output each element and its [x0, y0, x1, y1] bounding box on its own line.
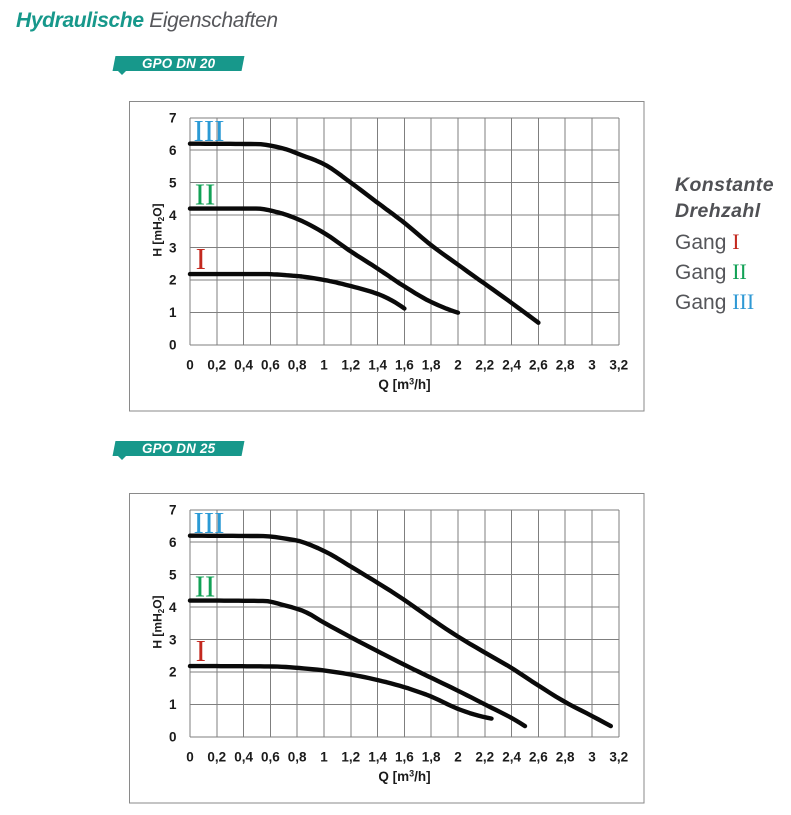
svg-text:2: 2 — [169, 273, 177, 288]
svg-text:1,2: 1,2 — [341, 750, 360, 765]
svg-text:1,2: 1,2 — [341, 358, 360, 373]
svg-text:H [mH2O]: H [mH2O] — [150, 595, 166, 648]
svg-text:2,2: 2,2 — [475, 358, 494, 373]
svg-text:2: 2 — [169, 665, 177, 680]
svg-text:Q [m3/h]: Q [m3/h] — [378, 376, 430, 392]
svg-text:0,8: 0,8 — [288, 358, 307, 373]
svg-text:7: 7 — [169, 503, 177, 518]
svg-text:Q [m3/h]: Q [m3/h] — [378, 768, 430, 784]
svg-text:0: 0 — [186, 358, 194, 373]
svg-text:6: 6 — [169, 143, 177, 158]
svg-text:2,8: 2,8 — [556, 750, 575, 765]
svg-text:1: 1 — [169, 697, 177, 712]
svg-text:3,2: 3,2 — [609, 358, 628, 373]
svg-text:2,6: 2,6 — [529, 750, 548, 765]
svg-text:I: I — [196, 241, 206, 276]
svg-text:7: 7 — [169, 111, 177, 126]
svg-text:5: 5 — [169, 568, 177, 583]
svg-text:2: 2 — [454, 358, 462, 373]
svg-text:0,4: 0,4 — [234, 358, 253, 373]
svg-text:3: 3 — [588, 358, 596, 373]
svg-text:3: 3 — [588, 750, 596, 765]
svg-text:0: 0 — [169, 338, 177, 353]
svg-text:0,8: 0,8 — [288, 750, 307, 765]
svg-text:H [mH2O]: H [mH2O] — [150, 203, 166, 256]
svg-text:4: 4 — [169, 208, 177, 223]
svg-text:1,8: 1,8 — [422, 750, 441, 765]
svg-text:2,4: 2,4 — [502, 750, 521, 765]
svg-text:3: 3 — [169, 240, 177, 255]
svg-text:1: 1 — [320, 358, 328, 373]
svg-text:1: 1 — [320, 750, 328, 765]
svg-text:1,8: 1,8 — [422, 358, 441, 373]
svg-text:2,2: 2,2 — [475, 750, 494, 765]
svg-text:0: 0 — [169, 730, 177, 745]
svg-text:0: 0 — [186, 750, 194, 765]
svg-text:2,6: 2,6 — [529, 358, 548, 373]
svg-text:0,4: 0,4 — [234, 750, 253, 765]
svg-text:3: 3 — [169, 632, 177, 647]
svg-text:1,4: 1,4 — [368, 750, 387, 765]
svg-text:0,2: 0,2 — [207, 750, 226, 765]
svg-text:0,2: 0,2 — [207, 358, 226, 373]
svg-text:2,8: 2,8 — [556, 358, 575, 373]
svg-text:1: 1 — [169, 305, 177, 320]
svg-text:II: II — [195, 177, 216, 212]
svg-text:5: 5 — [169, 176, 177, 191]
svg-text:0,6: 0,6 — [261, 750, 280, 765]
svg-text:4: 4 — [169, 600, 177, 615]
svg-text:6: 6 — [169, 535, 177, 550]
svg-text:2,4: 2,4 — [502, 358, 521, 373]
svg-text:1,6: 1,6 — [395, 750, 414, 765]
svg-text:1,6: 1,6 — [395, 358, 414, 373]
svg-text:2: 2 — [454, 750, 462, 765]
svg-text:3,2: 3,2 — [609, 750, 628, 765]
svg-text:1,4: 1,4 — [368, 358, 387, 373]
svg-text:I: I — [196, 633, 206, 668]
svg-text:II: II — [195, 569, 216, 604]
svg-text:0,6: 0,6 — [261, 358, 280, 373]
